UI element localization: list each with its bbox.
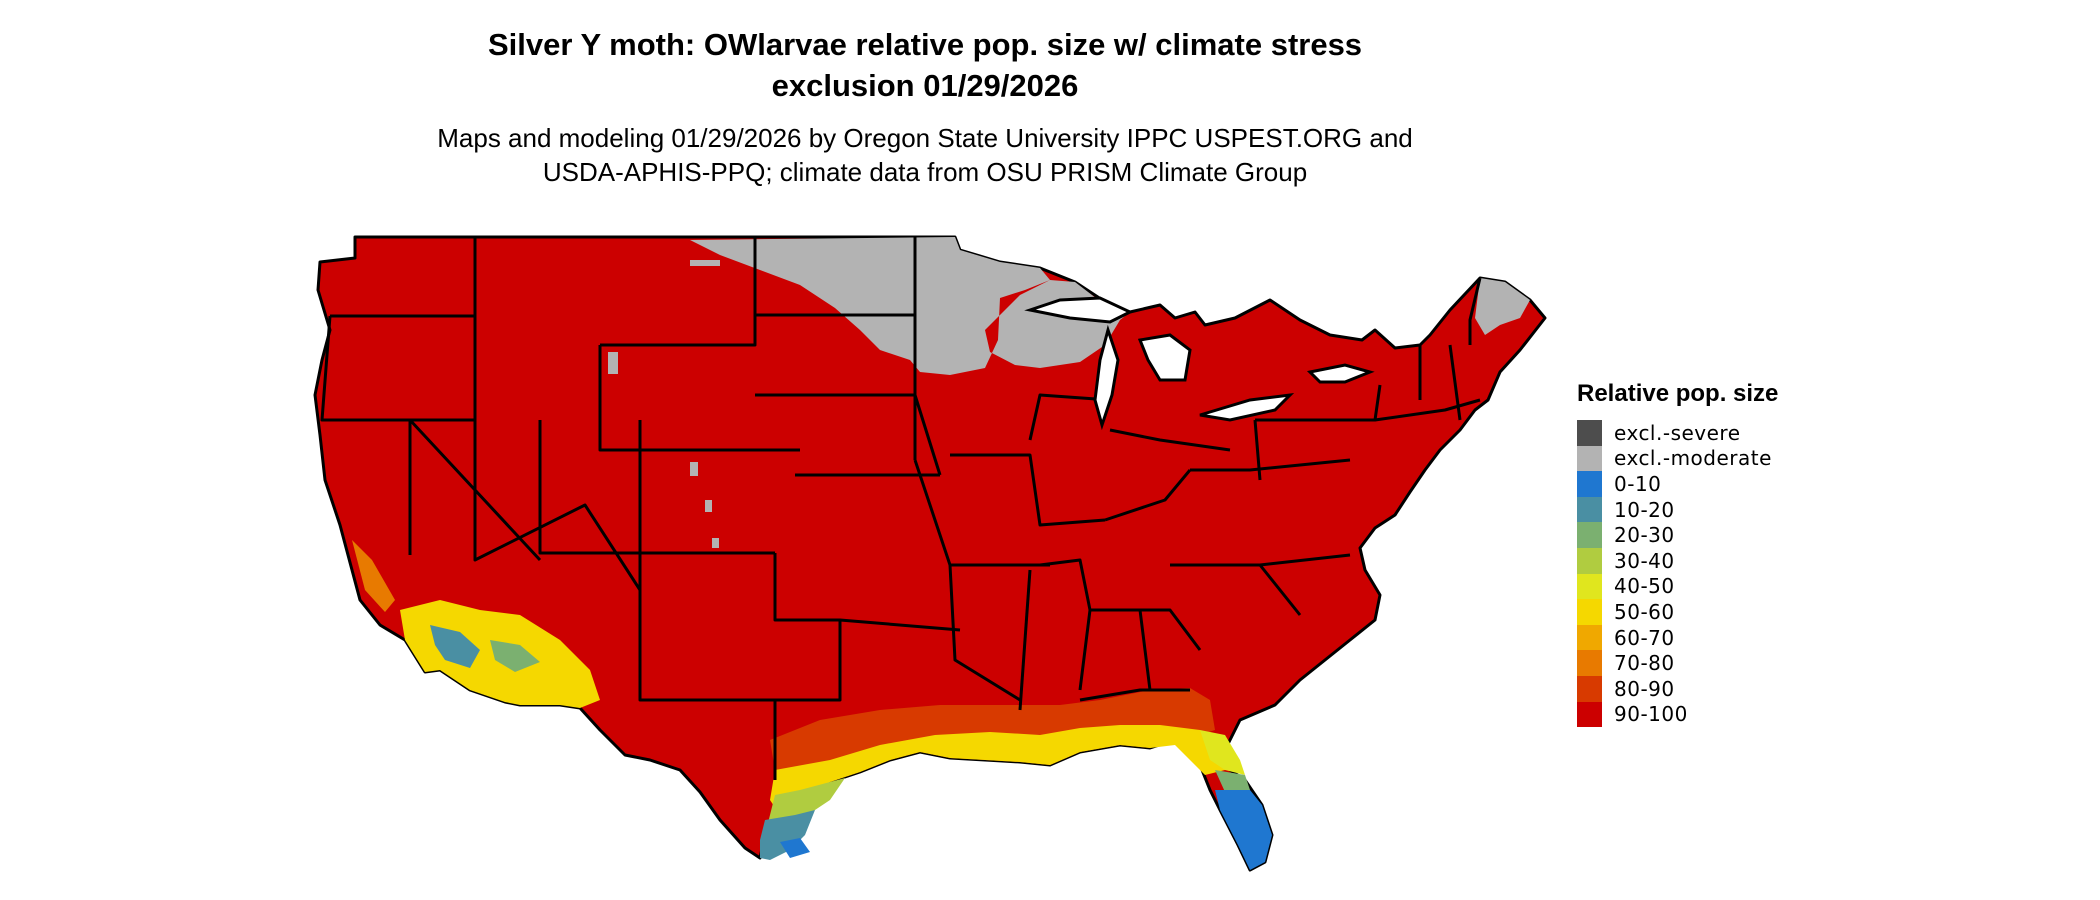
texas-tip-0-10 bbox=[780, 838, 810, 858]
legend-title: Relative pop. size bbox=[1577, 380, 1779, 407]
map-title: Silver Y moth: OWlarvae relative pop. si… bbox=[300, 24, 1550, 106]
texas-coast-10-30 bbox=[760, 810, 815, 860]
legend-item: 30-40 bbox=[1577, 547, 1778, 574]
florida-peninsula-0-10 bbox=[1215, 790, 1272, 870]
socal-10-30 bbox=[430, 625, 480, 668]
interior-excluded-speckles bbox=[608, 260, 720, 548]
legend-item: 0-10 bbox=[1577, 471, 1778, 497]
map-title-line-2: exclusion 01/29/2026 bbox=[771, 68, 1079, 103]
gulf-band-40-60 bbox=[770, 725, 1225, 815]
state-boundaries bbox=[320, 237, 1482, 780]
legend-swatch bbox=[1577, 496, 1602, 523]
legend-label: 90-100 bbox=[1614, 702, 1688, 727]
legend-swatch bbox=[1577, 445, 1602, 472]
excluded-moderate-maine bbox=[1475, 278, 1530, 335]
legend-item: excl.-moderate bbox=[1577, 445, 1778, 472]
excluded-moderate-north bbox=[690, 237, 1130, 375]
map-title-line-1: Silver Y moth: OWlarvae relative pop. si… bbox=[487, 27, 1363, 62]
legend-swatch bbox=[1577, 624, 1602, 651]
map-subtitle-line-2: USDA-APHIS-PPQ; climate data from OSU PR… bbox=[542, 157, 1308, 187]
legend-item: 80-90 bbox=[1577, 675, 1778, 702]
legend-swatch bbox=[1577, 675, 1602, 702]
legend-item: excl.-severe bbox=[1577, 420, 1778, 446]
ca-coast-70-80 bbox=[352, 540, 395, 612]
legend-swatch bbox=[1577, 471, 1602, 497]
legend-label: 50-60 bbox=[1614, 599, 1675, 624]
legend-swatch bbox=[1577, 650, 1602, 676]
legend-label: 20-30 bbox=[1614, 523, 1675, 548]
florida-band-20-40 bbox=[1215, 770, 1250, 792]
map-subtitle: Maps and modeling 01/29/2026 by Oregon S… bbox=[300, 121, 1550, 189]
legend-label: 80-90 bbox=[1614, 676, 1675, 701]
legend-items: excl.-severe excl.-moderate 0-10 10-20 20-30… bbox=[1577, 420, 1778, 728]
socal-20-30 bbox=[490, 640, 540, 672]
legend-label: excl.-moderate bbox=[1614, 446, 1772, 471]
legend-swatch bbox=[1577, 701, 1602, 728]
great-lakes bbox=[1024, 296, 1375, 431]
legend-label: 10-20 bbox=[1614, 497, 1675, 522]
legend-item: 10-20 bbox=[1577, 496, 1778, 523]
us-map bbox=[313, 235, 1547, 872]
legend-item: 20-30 bbox=[1577, 522, 1778, 548]
legend-item: 70-80 bbox=[1577, 650, 1778, 676]
legend-item: 50-60 bbox=[1577, 599, 1778, 625]
legend-label: 40-50 bbox=[1614, 574, 1675, 599]
legend-label: 60-70 bbox=[1614, 625, 1675, 650]
legend-label: 0-10 bbox=[1614, 471, 1662, 496]
legend-label: 30-40 bbox=[1614, 548, 1675, 573]
map-subtitle-line-1: Maps and modeling 01/29/2026 by Oregon S… bbox=[437, 123, 1413, 153]
legend-swatch bbox=[1577, 522, 1602, 548]
legend-item: 90-100 bbox=[1577, 701, 1778, 728]
florida-band-40-60 bbox=[1200, 730, 1245, 775]
legend-item: 40-50 bbox=[1577, 573, 1778, 600]
legend-swatch bbox=[1577, 573, 1602, 600]
legend-swatch bbox=[1577, 599, 1602, 625]
legend-swatch bbox=[1577, 547, 1602, 574]
legend-item: 60-70 bbox=[1577, 624, 1778, 651]
legend: Relative pop. size excl.-severe excl.-mod… bbox=[1577, 380, 1779, 728]
legend-label: excl.-severe bbox=[1614, 420, 1741, 445]
legend-swatch bbox=[1577, 420, 1602, 446]
legend-label: 70-80 bbox=[1614, 651, 1675, 676]
